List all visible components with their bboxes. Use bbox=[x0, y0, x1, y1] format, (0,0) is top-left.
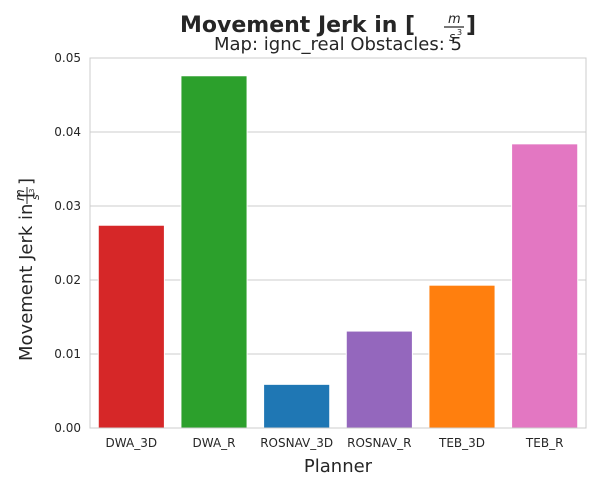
chart-title-exponent: 3 bbox=[457, 28, 462, 37]
x-tick-label: DWA_R bbox=[193, 436, 236, 450]
bars bbox=[97, 75, 579, 429]
chart-title-prefix: Movement Jerk in [ bbox=[180, 13, 415, 38]
x-tick-label: DWA_3D bbox=[106, 436, 158, 450]
x-tick-label: TEB_R bbox=[525, 436, 563, 450]
y-axis-label-denominator: s bbox=[29, 194, 42, 200]
y-axis-label-exponent: 3 bbox=[28, 189, 36, 193]
y-tick-label: 0.04 bbox=[54, 125, 81, 139]
y-axis-label-suffix: ] bbox=[16, 178, 37, 185]
chart-title-denominator: s bbox=[449, 30, 455, 44]
x-tick-label: ROSNAV_3D bbox=[260, 436, 333, 450]
x-tick-label: ROSNAV_R bbox=[347, 436, 411, 450]
plot-area-frame bbox=[89, 57, 587, 429]
y-tick-label: 0.03 bbox=[54, 199, 81, 213]
bar-rosnav-3d bbox=[263, 383, 331, 429]
y-tick-labels: 0.00 0.01 0.02 0.03 0.04 0.05 bbox=[54, 51, 81, 435]
y-axis-label-numerator: m bbox=[13, 189, 27, 201]
x-tick-label: TEB_3D bbox=[438, 436, 485, 450]
y-tick-label: 0.00 bbox=[54, 421, 81, 435]
y-tick-label: 0.01 bbox=[54, 347, 81, 361]
y-axis-label: Movement Jerk in [ m s 3 ] bbox=[13, 178, 42, 361]
bar-dwa-r bbox=[180, 75, 248, 429]
chart-title-suffix: ] bbox=[466, 13, 476, 38]
bar-teb-3d bbox=[428, 284, 496, 429]
bar-rosnav-r bbox=[345, 330, 413, 429]
x-axis-label: Planner bbox=[304, 456, 373, 477]
bar-dwa-3d bbox=[97, 224, 165, 429]
y-tick-label: 0.05 bbox=[54, 51, 81, 65]
chart-title: Movement Jerk in [ m s 3 ] bbox=[180, 12, 476, 44]
x-tick-labels: DWA_3D DWA_R ROSNAV_3D ROSNAV_R TEB_3D TEB_R bbox=[106, 436, 564, 450]
chart-title-numerator: m bbox=[448, 12, 461, 27]
bar-teb-r bbox=[511, 143, 579, 429]
y-axis-label-prefix: Movement Jerk in [ bbox=[16, 191, 37, 361]
chart-subtitle: Map: ignc_real Obstacles: 5 bbox=[214, 34, 462, 55]
y-tick-label: 0.02 bbox=[54, 273, 81, 287]
